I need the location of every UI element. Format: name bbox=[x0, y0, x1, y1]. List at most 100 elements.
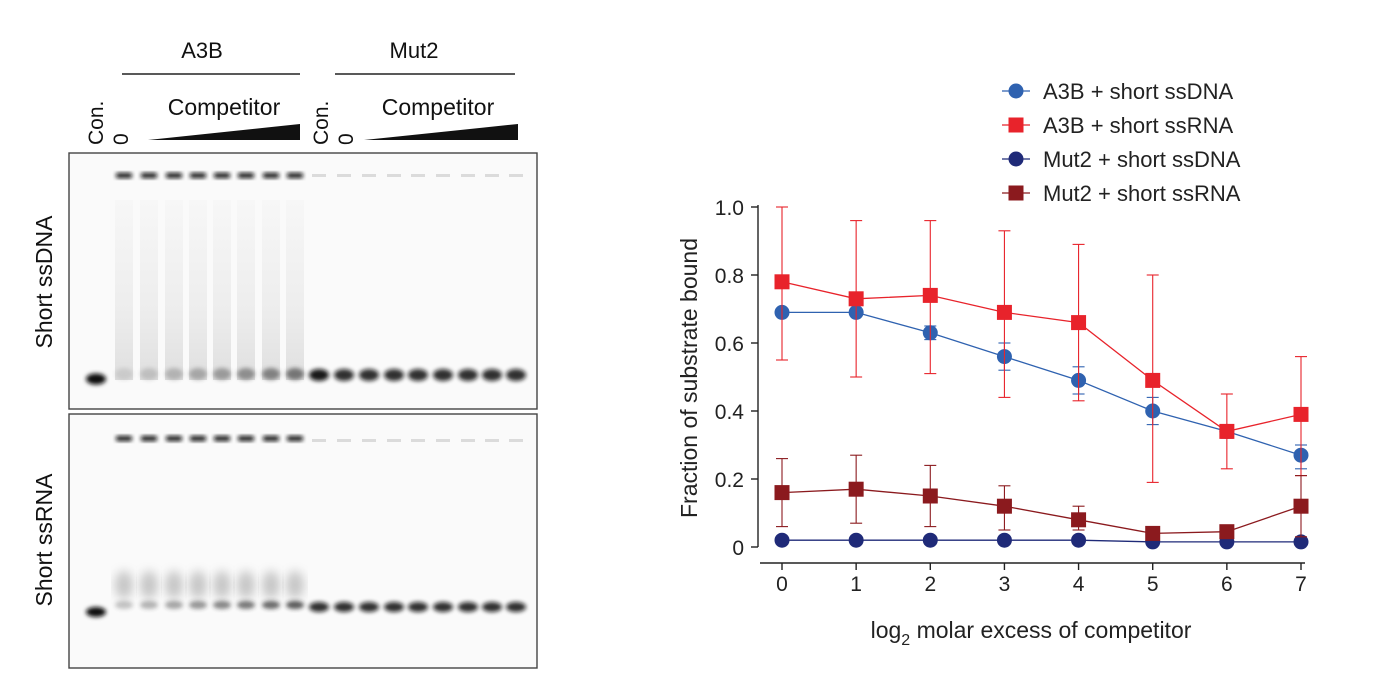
gel-band-well bbox=[461, 174, 475, 177]
gel-band-well bbox=[312, 174, 326, 177]
gel-band-well bbox=[411, 439, 425, 442]
gel-band-free bbox=[286, 601, 304, 609]
y-tick-label: 0.8 bbox=[715, 265, 744, 288]
data-point bbox=[1071, 532, 1087, 548]
data-point bbox=[1071, 512, 1087, 528]
gel-band-well bbox=[116, 436, 132, 441]
data-point bbox=[774, 532, 790, 548]
x-tick-label: 7 bbox=[1295, 573, 1307, 596]
gel-band-free bbox=[359, 602, 379, 612]
gel-band-well bbox=[214, 173, 230, 178]
data-point bbox=[922, 287, 938, 303]
panel-label-ssrna: Short ssRNA bbox=[31, 473, 57, 607]
x-tick-label: 0 bbox=[776, 573, 788, 596]
gel-smear bbox=[237, 571, 255, 599]
gel-band-well bbox=[337, 174, 351, 177]
gel-smear bbox=[237, 200, 255, 380]
y-tick-label: 0.6 bbox=[715, 333, 744, 356]
gel-image: A3B Mut2 Con. 0 Con. 0 Competitor Compet… bbox=[31, 38, 538, 669]
gel-band-free bbox=[309, 369, 329, 381]
legend-label: A3B + short ssRNA bbox=[1043, 113, 1233, 138]
data-point bbox=[1293, 534, 1309, 550]
gel-band-free bbox=[482, 602, 502, 612]
legend-marker bbox=[1008, 151, 1024, 167]
legend-marker bbox=[1008, 83, 1024, 99]
gel-band-free bbox=[433, 602, 453, 612]
gel-band-free bbox=[189, 601, 207, 609]
gel-band-well bbox=[263, 436, 279, 441]
chart-series bbox=[774, 206, 1309, 550]
gel-band-free bbox=[408, 369, 428, 381]
gel-band-well bbox=[337, 439, 351, 442]
gel-band-well bbox=[387, 439, 401, 442]
legend-marker bbox=[1008, 185, 1024, 201]
competitor-label-mut2: Competitor bbox=[382, 94, 495, 120]
legend-label: Mut2 + short ssRNA bbox=[1043, 181, 1241, 206]
gel-smear bbox=[262, 571, 280, 599]
x-axis-label: log2 molar excess of competitor bbox=[871, 617, 1192, 649]
group-label-a3b: A3B bbox=[181, 38, 223, 63]
x-axis-label-main: log bbox=[871, 617, 902, 643]
gel-smear bbox=[286, 200, 304, 380]
gel-band-free bbox=[165, 601, 183, 609]
series-2 bbox=[774, 532, 1309, 550]
x-axis-label-subscript: 2 bbox=[901, 632, 910, 649]
gel-band-well bbox=[166, 173, 182, 178]
series-line bbox=[782, 539, 1301, 543]
group-label-mut2: Mut2 bbox=[390, 38, 439, 63]
gel-smear bbox=[115, 200, 133, 380]
x-tick-label: 3 bbox=[999, 573, 1011, 596]
gel-band-free bbox=[482, 369, 502, 381]
gel-band-free bbox=[384, 369, 404, 381]
gel-band-free bbox=[86, 373, 106, 385]
line-chart: 0 0.2 0.4 0.6 0.8 1.0 0 1 2 3 4 5 6 7 A3B + short ssD… bbox=[676, 79, 1309, 649]
gel-band-free bbox=[140, 601, 158, 609]
data-point bbox=[774, 485, 790, 501]
gel-box-ssrna bbox=[68, 413, 538, 669]
gel-band-well bbox=[190, 436, 206, 441]
gel-band-well bbox=[362, 174, 376, 177]
gel-band-free bbox=[334, 602, 354, 612]
gel-band-well bbox=[166, 436, 182, 441]
gel-smear bbox=[213, 571, 231, 599]
gel-band-free bbox=[334, 369, 354, 381]
gel-band-free bbox=[189, 368, 207, 380]
gel-band-free bbox=[165, 368, 183, 380]
gel-band-free bbox=[237, 601, 255, 609]
lane-label-zero-mut2: 0 bbox=[335, 133, 358, 145]
gel-band-well bbox=[141, 173, 157, 178]
gel-band-well bbox=[411, 174, 425, 177]
gel-band-well bbox=[116, 173, 132, 178]
x-tick-label: 5 bbox=[1147, 573, 1159, 596]
gel-band-well bbox=[461, 439, 475, 442]
gel-band-well bbox=[238, 436, 254, 441]
gel-band-free bbox=[458, 602, 478, 612]
lane-label-con-mut2: Con. bbox=[310, 101, 333, 145]
gel-smear bbox=[213, 200, 231, 380]
gel-band-well bbox=[485, 439, 499, 442]
gel-band-well bbox=[387, 174, 401, 177]
gel-band-well bbox=[485, 174, 499, 177]
gel-smear bbox=[189, 571, 207, 599]
data-point bbox=[1071, 315, 1087, 331]
gel-band-well bbox=[190, 173, 206, 178]
gel-band-free bbox=[262, 368, 280, 380]
series-1 bbox=[774, 206, 1309, 483]
gel-band-well bbox=[509, 439, 523, 442]
series-0 bbox=[774, 304, 1309, 470]
data-point bbox=[996, 304, 1012, 320]
gel-smear bbox=[140, 200, 158, 380]
gel-band-well bbox=[238, 173, 254, 178]
y-tick-label: 0 bbox=[732, 537, 744, 560]
series-line bbox=[782, 311, 1302, 456]
gel-smear bbox=[165, 571, 183, 599]
gel-band-well bbox=[287, 173, 303, 178]
y-tick-label: 1.0 bbox=[715, 197, 744, 220]
gel-band-well bbox=[436, 174, 450, 177]
gel-band-free bbox=[408, 602, 428, 612]
data-point bbox=[848, 291, 864, 307]
gel-smear bbox=[262, 200, 280, 380]
gel-band-well bbox=[141, 436, 157, 441]
gel-band-well bbox=[362, 439, 376, 442]
